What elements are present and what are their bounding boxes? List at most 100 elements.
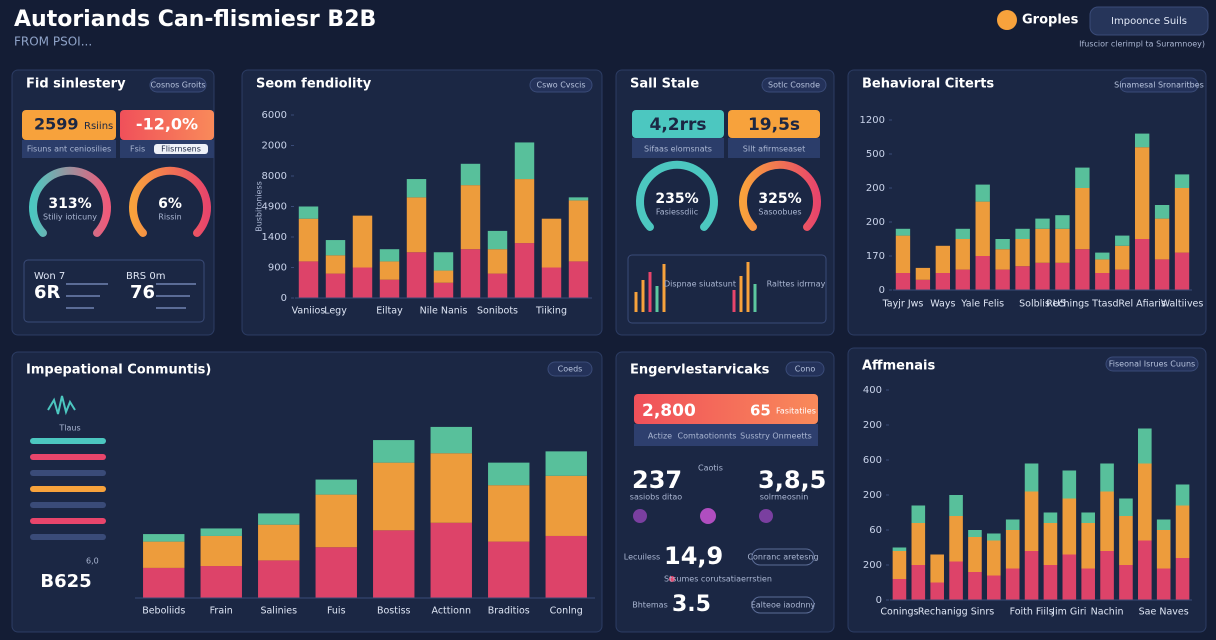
y-tick-label: 0 [281, 293, 287, 304]
bar-segment [1081, 523, 1095, 569]
bar-segment [379, 261, 400, 280]
gauge-arc [739, 160, 821, 231]
stat-caption: Fsis [130, 145, 145, 154]
bar-segment [1100, 551, 1114, 600]
bar-segment [1024, 551, 1039, 600]
kpi-label: Lecuiless [624, 553, 660, 562]
bar-segment [935, 273, 951, 290]
stat-label: Rsiins [84, 121, 113, 132]
brand-logo [997, 10, 1017, 30]
bar-segment [1075, 249, 1090, 290]
x-tick-label: Rechings Ttasd [1046, 299, 1118, 310]
kpi-label: Caotis [698, 464, 723, 473]
chip-label[interactable]: Cosnos Groits [150, 81, 205, 90]
x-tick-label: Legy [324, 306, 347, 317]
chip-label[interactable]: Sinamesal Sronaritbes [1114, 81, 1204, 90]
bar-segment [514, 243, 535, 298]
bar-segment [1035, 228, 1050, 263]
bar-segment [1138, 428, 1152, 464]
bar-segment [1154, 259, 1170, 290]
y-tick-label: 200 [866, 183, 885, 194]
bar-segment [1043, 523, 1058, 565]
stat-card [632, 110, 724, 138]
kpi-caption: sasiobs ditao [630, 493, 682, 502]
y-tick-label: 2000 [262, 141, 287, 152]
brand-name: Groples [1022, 13, 1079, 28]
bar-segment [1062, 554, 1077, 600]
chip-label[interactable]: Sotlc Cosnde [768, 81, 820, 90]
panel-title: Engervlestarvicaks [630, 363, 770, 378]
bar-segment [379, 279, 400, 298]
gauge-arc [129, 166, 211, 237]
bar-segment [298, 206, 319, 219]
y-tick-label: 60 [869, 525, 882, 536]
panel-title: Behavioral Citerts [862, 77, 994, 92]
x-tick-label: Rechanigg Sinrs [918, 607, 994, 618]
bar-segment [373, 530, 415, 598]
decor-lines [66, 283, 196, 309]
chip[interactable] [529, 77, 593, 93]
x-tick-label: Vaniios [292, 306, 326, 317]
bar-segment [1115, 235, 1130, 246]
header-button[interactable] [1089, 6, 1209, 36]
x-tick-label: Conings [880, 607, 918, 618]
bar-segment [433, 252, 454, 271]
bar-segment [1062, 470, 1077, 499]
x-tick-label: Yale Felis [960, 299, 1004, 310]
y-tick-label: 200 [866, 217, 885, 228]
bar-segment [406, 252, 427, 298]
kpi-caption: Ealteoe iaodnny [751, 601, 816, 610]
bar-segment [373, 440, 415, 463]
kpi-value: 65 [750, 402, 771, 420]
chip-label[interactable]: Coeds [558, 365, 583, 374]
kpi-card [634, 394, 818, 424]
x-tick-label: Salinies [260, 606, 297, 617]
kpi-value: 3.5 [672, 592, 711, 617]
bar-segment [1154, 218, 1170, 260]
stat-card-footer [728, 138, 820, 158]
kpi-label: Bhtemas [632, 601, 667, 610]
bar-segment [995, 239, 1010, 250]
stat-card-footer [632, 138, 724, 158]
bar-segment [895, 228, 911, 236]
chip[interactable] [1119, 77, 1199, 93]
y-tick-label: 1400 [262, 232, 287, 243]
gauge-value: 6% [158, 196, 182, 212]
chip[interactable] [761, 77, 827, 93]
pill [154, 144, 208, 154]
stat-card [22, 110, 116, 140]
bar-segment [911, 565, 926, 600]
chip[interactable] [785, 361, 825, 377]
chip-label[interactable]: Cono [795, 365, 816, 374]
chip-label[interactable]: Fiseonal Isrues Cuuns [1109, 360, 1195, 369]
side-label: Tlaus [58, 424, 80, 433]
bar-segment [379, 249, 400, 262]
y-tick-label: 400 [863, 385, 882, 396]
bar-segment [935, 245, 951, 273]
bar-segment [968, 572, 982, 600]
bar-segment [1115, 245, 1130, 270]
kpi-value: 14,9 [664, 542, 723, 570]
gauge-value: 313% [48, 196, 91, 212]
mini-label: Ralttes idrrnay [767, 280, 826, 289]
bar-segment [487, 273, 508, 298]
chip[interactable] [547, 361, 593, 377]
header-button-label[interactable]: Impoonce Suils [1111, 16, 1187, 27]
x-tick-label: Beboliids [142, 606, 185, 617]
bar-segment [352, 267, 373, 298]
bar-segment [568, 200, 589, 262]
stat-label: BRS 0m [126, 271, 165, 282]
chip[interactable] [1105, 356, 1199, 372]
stat-value: 2599 [34, 115, 79, 134]
bar-segment [488, 462, 530, 486]
gauge-value: 325% [758, 191, 801, 207]
x-tick-label: Rel Afiaris [1118, 299, 1166, 310]
chip[interactable] [149, 77, 207, 93]
stat-card-footer [22, 140, 116, 158]
bar-segment [1055, 228, 1070, 263]
bar-segment [1175, 558, 1190, 600]
chip-label[interactable]: Cswo Cvscis [536, 81, 585, 90]
stat-caption: SIlt afirmseaset [743, 145, 805, 154]
bar-segment [1043, 512, 1058, 523]
